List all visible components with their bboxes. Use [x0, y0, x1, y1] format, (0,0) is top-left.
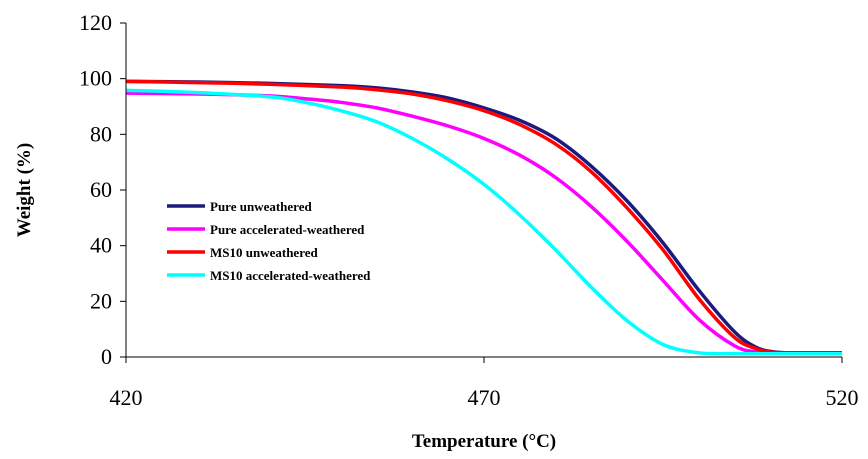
x-tick-label: 520 — [826, 385, 859, 410]
x-tick-label: 470 — [468, 385, 501, 410]
x-tick-label: 420 — [110, 385, 143, 410]
legend-label: Pure unweathered — [210, 199, 312, 214]
y-tick-label: 80 — [90, 121, 112, 146]
y-tick-label: 60 — [90, 177, 112, 202]
legend-label: MS10 unweathered — [210, 245, 319, 260]
y-tick-label: 20 — [90, 288, 112, 313]
series-line-4 — [125, 88, 842, 356]
y-axis-ticks: 0 20 40 60 80 100 120 — [79, 10, 126, 369]
series-lines — [125, 79, 842, 356]
y-tick-label: 40 — [90, 233, 112, 258]
legend-label: Pure accelerated-weathered — [210, 222, 365, 237]
x-axis-ticks: 420 470 520 — [110, 357, 859, 410]
y-axis-title: Weight (%) — [14, 143, 35, 237]
series-line-1 — [125, 79, 842, 355]
series-line-3 — [125, 79, 842, 355]
legend-label: MS10 accelerated-weathered — [210, 268, 371, 283]
y-tick-label: 120 — [79, 10, 112, 35]
legend: Pure unweathered Pure accelerated-weather… — [167, 199, 371, 283]
x-axis-title: Temperature (°C) — [412, 431, 556, 452]
series-line-2 — [125, 91, 842, 356]
y-tick-label: 100 — [79, 66, 112, 91]
y-tick-label: 0 — [101, 344, 112, 369]
